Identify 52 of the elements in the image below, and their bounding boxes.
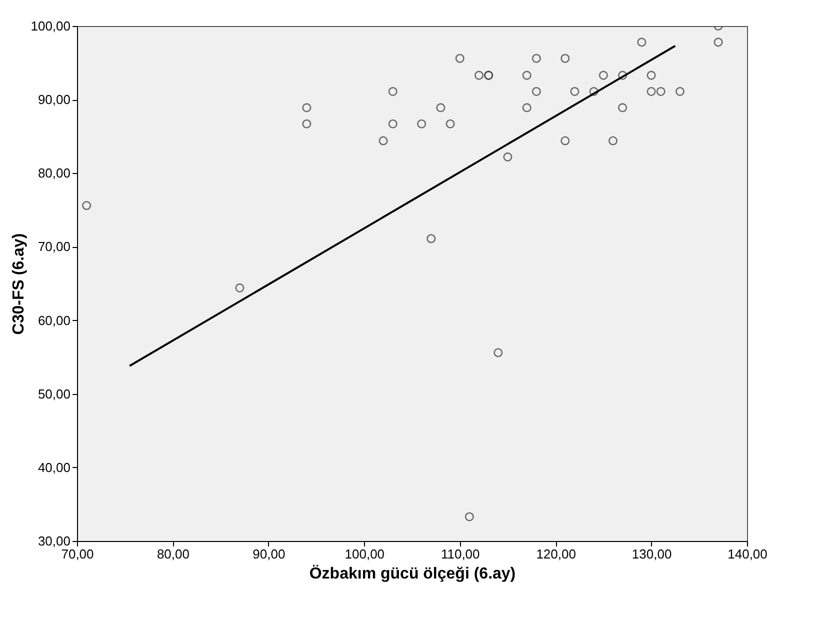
x-tick-label: 80,00 [156, 546, 190, 562]
y-tick-label: 30,00 [38, 534, 70, 548]
point [446, 119, 455, 128]
y-tick-label: 40,00 [38, 460, 70, 475]
point [560, 136, 570, 146]
point [560, 54, 570, 63]
x-tick-label: 140,00 [728, 546, 768, 562]
point [82, 201, 92, 210]
y-tick-label: 70,00 [38, 239, 70, 254]
point [637, 38, 646, 47]
point [388, 119, 398, 128]
point [455, 54, 464, 63]
x-tick-label: 100,00 [344, 546, 385, 562]
point [618, 103, 628, 112]
point [532, 86, 541, 96]
point [474, 70, 484, 80]
point [378, 136, 388, 146]
point [618, 70, 628, 80]
y-tick-label: 90,00 [38, 92, 70, 108]
point [235, 283, 244, 292]
point [570, 86, 580, 96]
y-tick-label: 60,00 [38, 312, 70, 328]
point [598, 70, 608, 80]
point [426, 234, 436, 244]
point [302, 103, 312, 112]
point [608, 136, 618, 146]
x-tick-label: 90,00 [252, 546, 286, 562]
x-tick-label: 130,00 [632, 546, 672, 562]
point [714, 38, 723, 47]
point [494, 348, 503, 358]
point [464, 512, 474, 522]
point [675, 86, 685, 96]
point [302, 119, 312, 128]
x-tick-label: 70,00 [61, 546, 94, 562]
x-tick-label: 110,00 [440, 546, 480, 562]
point [436, 103, 446, 112]
y-tick-label: 50,00 [38, 386, 70, 402]
point [417, 119, 426, 128]
point [522, 70, 532, 80]
point [656, 86, 666, 96]
point [646, 70, 656, 80]
point [589, 86, 598, 96]
point [503, 152, 512, 162]
y-tick-label: 80,00 [38, 166, 70, 181]
y-tick-label: 100,00 [30, 18, 70, 34]
x-tick-label: 120,00 [536, 546, 576, 562]
point [388, 86, 398, 96]
y-axis-title: C30-FS (6.ay) [10, 233, 28, 335]
point [532, 54, 541, 63]
point [522, 103, 532, 112]
point [646, 86, 656, 96]
x-axis-title: Özbakım gücü ölçeği (6.ay) [309, 564, 516, 582]
